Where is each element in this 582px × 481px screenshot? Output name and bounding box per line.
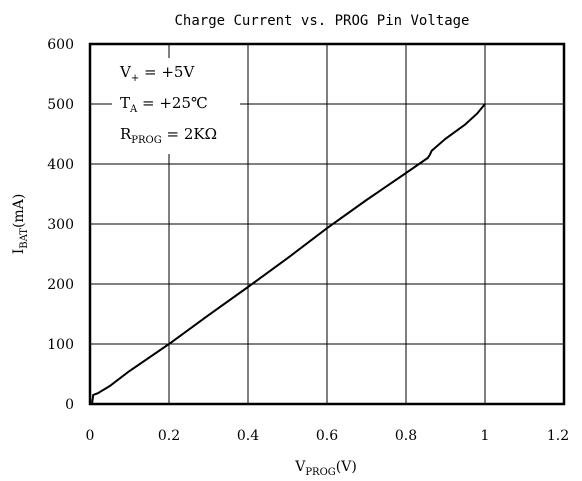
- plot-frame: [88, 42, 566, 406]
- x-tick-labels: 0 0.2 0.4 0.6 0.8 1 1.2: [86, 428, 570, 444]
- y-tick-label: 500: [47, 97, 74, 113]
- y-axis-label-sub: BAT: [19, 228, 30, 249]
- annotation-subscript: +: [131, 73, 139, 84]
- y-tick-labels: 0 100 200 300 400 500 600: [47, 37, 74, 413]
- annotation-value: = +25℃: [137, 94, 208, 112]
- series-line: [91, 103, 486, 405]
- y-tick-label: 600: [47, 37, 74, 53]
- x-tick-label: 0.2: [158, 428, 180, 444]
- y-tick-label: 400: [47, 157, 74, 173]
- y-axis-label-main: I: [11, 249, 27, 255]
- annotation-line: TA = +25℃: [120, 94, 208, 115]
- x-tick-label: 0.6: [316, 428, 338, 444]
- annotation-subscript: PROG: [131, 135, 161, 146]
- x-tick-label: 1: [481, 428, 490, 444]
- series-layer: [91, 103, 486, 405]
- y-tick-label: 100: [47, 337, 74, 353]
- annotation-line: V+ = +5V: [119, 63, 195, 84]
- x-tick-label: 0.8: [395, 428, 417, 444]
- annotation-symbol: V: [119, 63, 132, 81]
- annotation-symbol: T: [120, 94, 130, 112]
- x-axis-label: VPROG(V): [294, 459, 357, 478]
- annotation-value: = +5V: [139, 63, 195, 81]
- chart-title: Charge Current vs. PROG Pin Voltage: [174, 13, 469, 29]
- x-tick-label: 1.2: [547, 428, 569, 444]
- x-axis-label-unit: (V): [336, 459, 357, 475]
- annotation-subscript: A: [129, 104, 138, 115]
- y-tick-label: 300: [47, 217, 74, 233]
- x-axis-label-sub: PROG: [305, 467, 335, 478]
- annotation-value: = 2KΩ: [162, 125, 217, 143]
- annotation-background: [112, 58, 240, 154]
- x-axis-label-main: V: [294, 459, 306, 475]
- y-tick-label: 0: [65, 397, 74, 413]
- annotation-line: RPROG = 2KΩ: [120, 125, 217, 146]
- y-axis-label-unit: (mA): [11, 194, 27, 228]
- annotation-box: V+ = +5V TA = +25℃ RPROG = 2KΩ: [112, 58, 240, 154]
- y-tick-label: 200: [47, 277, 74, 293]
- x-tick-label: 0: [86, 428, 95, 444]
- y-axis-label: IBAT(mA): [11, 194, 30, 255]
- annotation-symbol: R: [120, 125, 132, 143]
- x-tick-label: 0.4: [237, 428, 259, 444]
